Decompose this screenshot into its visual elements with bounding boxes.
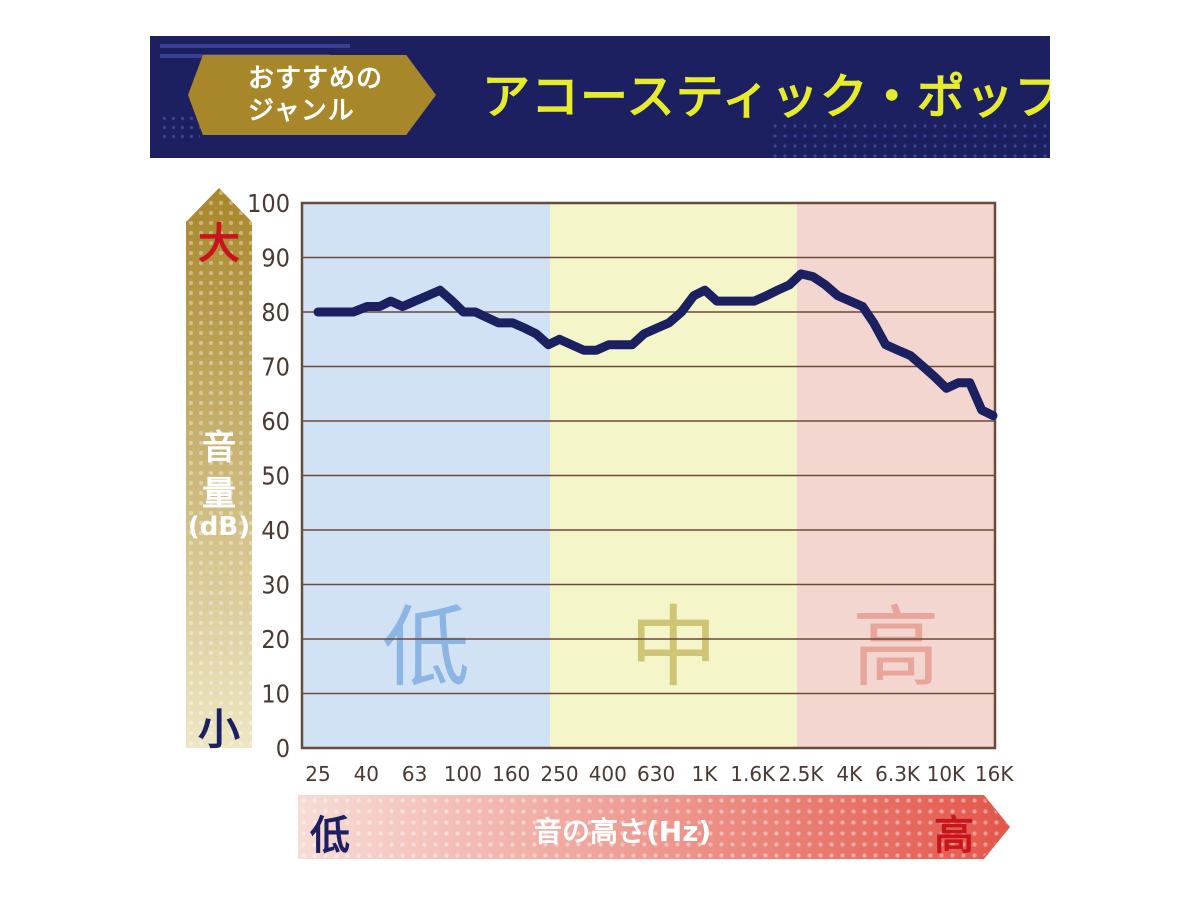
x-tick-label: 250 [540, 762, 578, 786]
banner-dot-pattern [770, 121, 1050, 158]
y-label-large: 大 [197, 219, 240, 268]
y-tick-label: 10 [261, 680, 290, 709]
y-tick-label: 90 [261, 244, 290, 273]
x-tick-label: 16K [975, 762, 1014, 786]
x-tick-label: 25 [305, 762, 330, 786]
y-label-small: 小 [197, 705, 240, 754]
zone-low-label: 低 [382, 596, 470, 699]
recommended-genre-tag [188, 55, 436, 135]
banner-dot-pattern [160, 114, 200, 144]
x-tick-label: 10K [927, 762, 966, 786]
x-tick-label: 1K [691, 762, 718, 786]
header-banner: おすすめの ジャンル アコースティック・ポップス [150, 36, 1050, 158]
volume-bar-dot-pattern [186, 188, 252, 748]
y-tick-label: 100 [247, 189, 290, 218]
y-tick-label: 50 [261, 462, 290, 491]
x-tick-label: 2.5K [779, 762, 825, 786]
x-tick-label: 400 [589, 762, 627, 786]
y-title-char-1: 音 [202, 428, 236, 468]
x-tick-label: 63 [402, 762, 427, 786]
genre-title: アコースティック・ポップス [482, 69, 1050, 125]
y-tick-label: 30 [261, 571, 290, 600]
y-tick-label: 0 [276, 734, 290, 763]
y-tick-label: 40 [261, 516, 290, 545]
x-tick-label: 40 [354, 762, 379, 786]
tag-line-1: おすすめの [248, 64, 384, 94]
banner-decor-line [160, 44, 350, 48]
x-tick-label: 1.6K [730, 762, 776, 786]
x-tick-label: 6.3K [875, 762, 921, 786]
x-label-high: 高 [934, 813, 974, 859]
pitch-bar-dot-pattern [298, 795, 1010, 859]
series-line [313, 269, 998, 421]
x-label-low: 低 [310, 813, 350, 859]
tag-line-2: ジャンル [248, 96, 355, 126]
x-tick-label: 160 [492, 762, 530, 786]
y-title-char-2: 量 [202, 474, 236, 514]
y-tick-label: 70 [261, 353, 290, 382]
x-tick-label: 4K [836, 762, 863, 786]
zone-mid-label: 中 [629, 596, 717, 699]
volume-arrow-bar [186, 188, 252, 748]
y-tick-label: 60 [261, 407, 290, 436]
x-tick-label: 630 [637, 762, 675, 786]
y-title-unit: (dB) [187, 512, 251, 542]
x-axis-title: 音の高さ(Hz) [534, 815, 712, 848]
pitch-arrow-bar [298, 795, 1010, 859]
plot-frame [300, 201, 997, 750]
zone-high-label: 高 [852, 596, 940, 699]
x-tick-label: 100 [444, 762, 482, 786]
y-tick-label: 80 [261, 298, 290, 327]
y-tick-label: 20 [261, 625, 290, 654]
recommended-genre-label: おすすめの ジャンル [248, 63, 438, 127]
